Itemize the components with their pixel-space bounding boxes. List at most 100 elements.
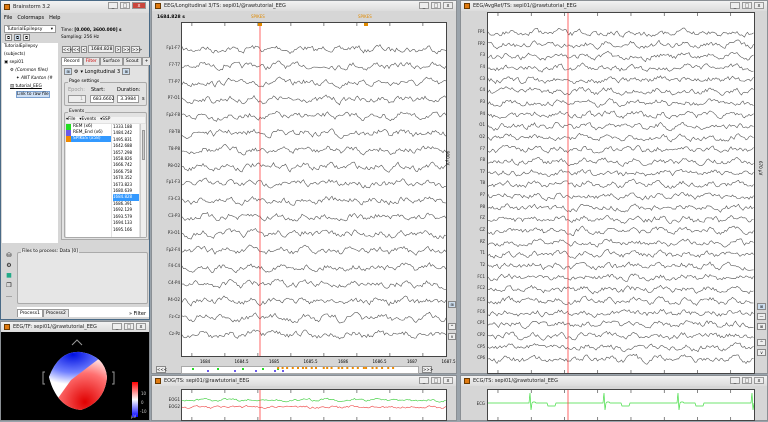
minimize-button[interactable]: _ (419, 377, 429, 384)
colors-icon[interactable]: ■ (6, 272, 12, 279)
filter-button[interactable]: » Filter (128, 311, 146, 317)
event-time-item[interactable]: 1484.242 (113, 130, 133, 136)
event-tick[interactable] (207, 370, 209, 372)
event-marker[interactable] (364, 23, 368, 26)
tree-subject[interactable]: ▣ sepi01 (4, 60, 24, 65)
minimize-button[interactable]: _ (730, 2, 740, 9)
close-button[interactable]: x (136, 323, 146, 330)
montage-edit-button[interactable]: ⊞ (122, 68, 131, 75)
duration-field[interactable]: 3.3984 (117, 95, 139, 103)
protocol-select[interactable]: TutorialEpilepsy ▾ (4, 25, 56, 33)
tree-common-files[interactable]: ⚙ (Common files) (10, 68, 49, 73)
event-tick[interactable] (282, 370, 284, 372)
nav-fwd-1[interactable]: > (115, 45, 121, 53)
event-tick[interactable] (217, 368, 219, 370)
montage-select[interactable]: ▾ Longitudinal 3 (80, 68, 121, 75)
display-button[interactable]: ⊞ (757, 303, 766, 310)
pipeline-icon[interactable]: ⚙ (6, 262, 12, 269)
events-scrollbar[interactable] (140, 124, 146, 237)
close-button[interactable]: x (443, 2, 453, 9)
event-tick[interactable] (192, 368, 194, 370)
event-tick[interactable] (365, 367, 368, 369)
event-tick[interactable] (262, 368, 264, 370)
event-tick[interactable] (371, 367, 374, 369)
event-tick[interactable] (392, 367, 395, 369)
maximize-button[interactable]: □ (742, 377, 752, 384)
event-tick[interactable] (274, 370, 276, 372)
event-time-item[interactable]: 1642.688 (113, 143, 133, 149)
minimize-button[interactable]: _ (108, 2, 118, 9)
current-time-field[interactable]: 1684.828 (88, 45, 114, 53)
event-time-item[interactable]: 1495.831 (113, 136, 133, 142)
event-time-item[interactable]: 1693.579 (113, 213, 133, 219)
event-tick[interactable] (277, 367, 280, 369)
eog-plot[interactable] (181, 389, 447, 421)
event-time-item[interactable]: 1658.826 (113, 156, 133, 162)
nav-back-3[interactable]: <<< (62, 45, 74, 53)
tab-filter[interactable]: Filter (82, 57, 100, 65)
event-group-item[interactable]: SPIKES (x58) (66, 136, 111, 142)
events-menu-events[interactable]: ▾Events (79, 117, 97, 122)
event-time-item[interactable]: 1670.352 (113, 175, 133, 181)
nav-back-2[interactable]: << (72, 45, 80, 53)
event-time-item[interactable]: 1657.298 (113, 149, 133, 155)
event-marker[interactable] (258, 23, 262, 26)
functional-view-button[interactable]: ⧉ (5, 34, 12, 41)
event-tick[interactable] (341, 367, 344, 369)
close-button[interactable]: x (132, 2, 146, 9)
minimize-button[interactable]: _ (730, 377, 740, 384)
maximize-button[interactable]: □ (124, 323, 134, 330)
event-tick[interactable] (291, 367, 294, 369)
events-menu-file[interactable]: ▾File (66, 117, 76, 122)
tab-process2[interactable]: Process2 (42, 309, 69, 317)
display-mode-button[interactable]: ⊞ (64, 68, 72, 75)
event-tick[interactable] (356, 367, 359, 369)
event-time-item[interactable]: 1686.391 (113, 200, 133, 206)
display-button[interactable]: ⊞ (448, 301, 456, 308)
event-tick[interactable] (326, 367, 329, 369)
autoscale-button[interactable]: ⊞ (757, 323, 766, 330)
event-time-item[interactable]: 1684.828 (113, 194, 139, 201)
event-tick[interactable] (305, 367, 308, 369)
tree-anat[interactable]: ✦ ANT Kanton (# (16, 76, 53, 81)
close-button[interactable]: x (754, 2, 764, 9)
eeg-bipolar-plot[interactable] (181, 22, 447, 357)
event-tick[interactable] (315, 367, 318, 369)
scale-up-button[interactable]: ^ (448, 323, 456, 330)
tab-surface[interactable]: Surface (99, 57, 123, 65)
event-tick[interactable] (362, 367, 365, 369)
events-bar[interactable] (181, 366, 419, 374)
maximize-button[interactable]: □ (120, 2, 130, 9)
maximize-button[interactable]: □ (431, 2, 441, 9)
event-time-item[interactable]: 1666.742 (113, 162, 133, 168)
events-menu-ssp[interactable]: ▾SSP (100, 117, 111, 122)
montage-button[interactable]: — (757, 313, 766, 320)
event-tick[interactable] (381, 367, 384, 369)
gear-icon[interactable]: ⚙ (74, 68, 79, 75)
minimize-button[interactable]: _ (419, 2, 429, 9)
event-marker-label[interactable]: SPIKES (358, 14, 372, 19)
nav-fwd-3[interactable]: >>> (131, 45, 143, 53)
event-tick[interactable] (234, 370, 236, 372)
event-tick[interactable] (387, 367, 390, 369)
tree-raw-link[interactable]: Link to raw file (16, 91, 50, 98)
event-tick[interactable] (242, 368, 244, 370)
event-tick[interactable] (297, 367, 300, 369)
tab-scout[interactable]: Scout (122, 57, 142, 65)
epoch-field[interactable]: 1 (68, 95, 86, 103)
tab-process1[interactable]: Process1 (17, 309, 43, 317)
files-to-process[interactable]: Files to process: Data [0] (17, 249, 148, 304)
event-tick[interactable] (337, 367, 340, 369)
event-tick[interactable] (301, 367, 304, 369)
tree-root[interactable]: TutorialEpilepsy (subjects) (4, 44, 38, 57)
event-group-item[interactable]: REM_End (x6) (66, 130, 111, 136)
event-tick[interactable] (322, 367, 325, 369)
event-time-item[interactable]: 1333.188 (113, 124, 133, 129)
maximize-button[interactable]: □ (431, 377, 441, 384)
ecg-plot[interactable] (487, 389, 755, 421)
event-time-item[interactable]: 1666.758 (113, 168, 133, 174)
scale-down-button[interactable]: v (448, 333, 456, 340)
scale-up-button[interactable]: ^ (757, 339, 766, 346)
maximize-button[interactable]: □ (742, 2, 752, 9)
scale-down-button[interactable]: v (757, 349, 766, 356)
